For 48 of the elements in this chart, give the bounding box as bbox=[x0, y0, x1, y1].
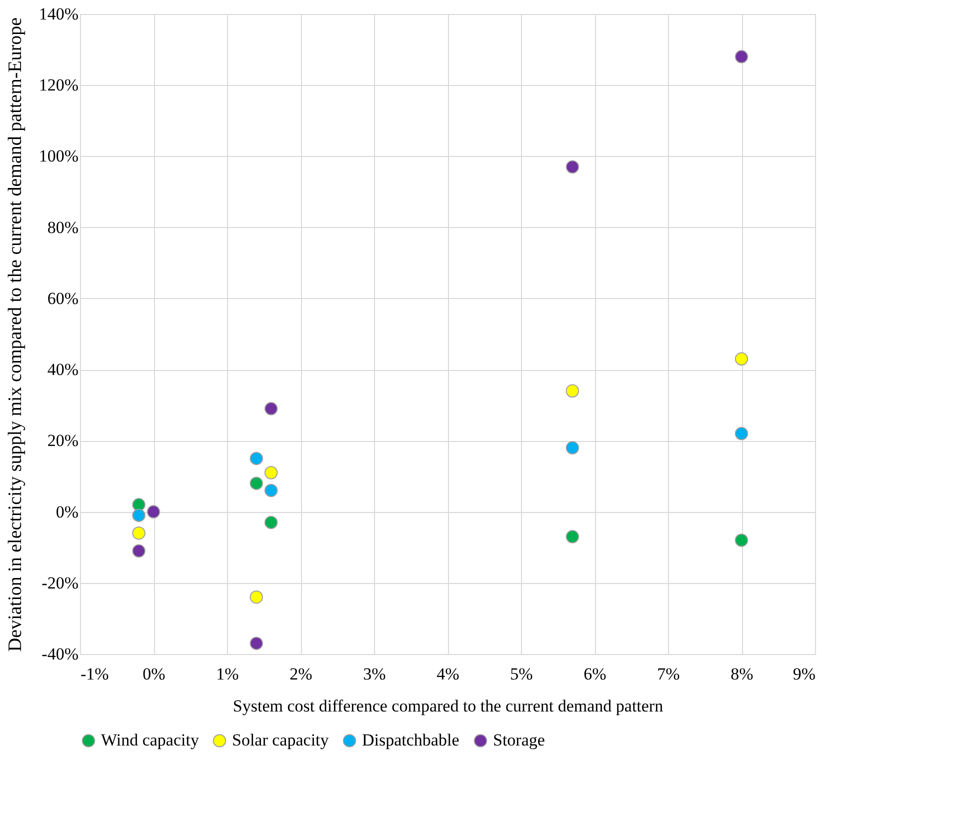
point bbox=[264, 516, 278, 530]
point bbox=[566, 530, 580, 544]
point bbox=[132, 544, 146, 558]
x-tick-label: 3% bbox=[363, 664, 386, 684]
point bbox=[734, 534, 748, 547]
legend-label: Dispatchbable bbox=[362, 730, 460, 750]
y-tick-label: 120% bbox=[38, 76, 78, 95]
point bbox=[132, 508, 146, 522]
x-tick-label: -1% bbox=[80, 664, 109, 684]
point bbox=[264, 402, 278, 416]
point bbox=[566, 160, 580, 174]
x-tick-label: 5% bbox=[510, 664, 533, 684]
point bbox=[264, 466, 278, 480]
point bbox=[132, 498, 146, 512]
y-tick-label: 140% bbox=[38, 4, 78, 24]
y-axis-title: Deviation in electricity supply mix compared to the current demand pattern-Europe bbox=[4, 17, 26, 652]
x-tick-label: 1% bbox=[216, 664, 239, 684]
y-tick-label: -40% bbox=[42, 644, 78, 664]
y-tick-label: 40% bbox=[47, 360, 78, 380]
legend-label: Wind capacity bbox=[101, 730, 200, 750]
point bbox=[566, 441, 580, 454]
point bbox=[734, 50, 748, 64]
point bbox=[250, 636, 264, 650]
y-tick-label: 0% bbox=[56, 502, 78, 522]
point bbox=[566, 384, 580, 398]
y-tick-label: -20% bbox=[42, 573, 78, 592]
x-tick-label: 2% bbox=[290, 664, 312, 684]
point bbox=[250, 590, 264, 604]
x-tick-label: 9% bbox=[792, 664, 816, 684]
y-tick-label: 60% bbox=[47, 288, 78, 308]
y-tick-label: 20% bbox=[47, 431, 78, 450]
point bbox=[734, 352, 748, 366]
point bbox=[734, 426, 748, 440]
legend-label: Storage bbox=[493, 730, 545, 750]
point bbox=[132, 526, 146, 540]
x-tick-label: 4% bbox=[436, 664, 460, 684]
y-tick-label: 100% bbox=[38, 146, 78, 166]
x-tick-label: 8% bbox=[730, 664, 754, 684]
point bbox=[250, 452, 264, 466]
legend-label: Solar capacity bbox=[232, 730, 330, 750]
y-tick-label: 80% bbox=[47, 218, 78, 237]
point bbox=[264, 484, 278, 498]
x-tick-label: 7% bbox=[657, 664, 680, 684]
x-tick-label: 0% bbox=[142, 664, 166, 684]
point bbox=[146, 505, 160, 518]
point bbox=[250, 476, 264, 490]
x-axis-title: System cost difference compared to the current demand pattern bbox=[232, 696, 664, 716]
x-tick-label: 6% bbox=[584, 664, 606, 684]
